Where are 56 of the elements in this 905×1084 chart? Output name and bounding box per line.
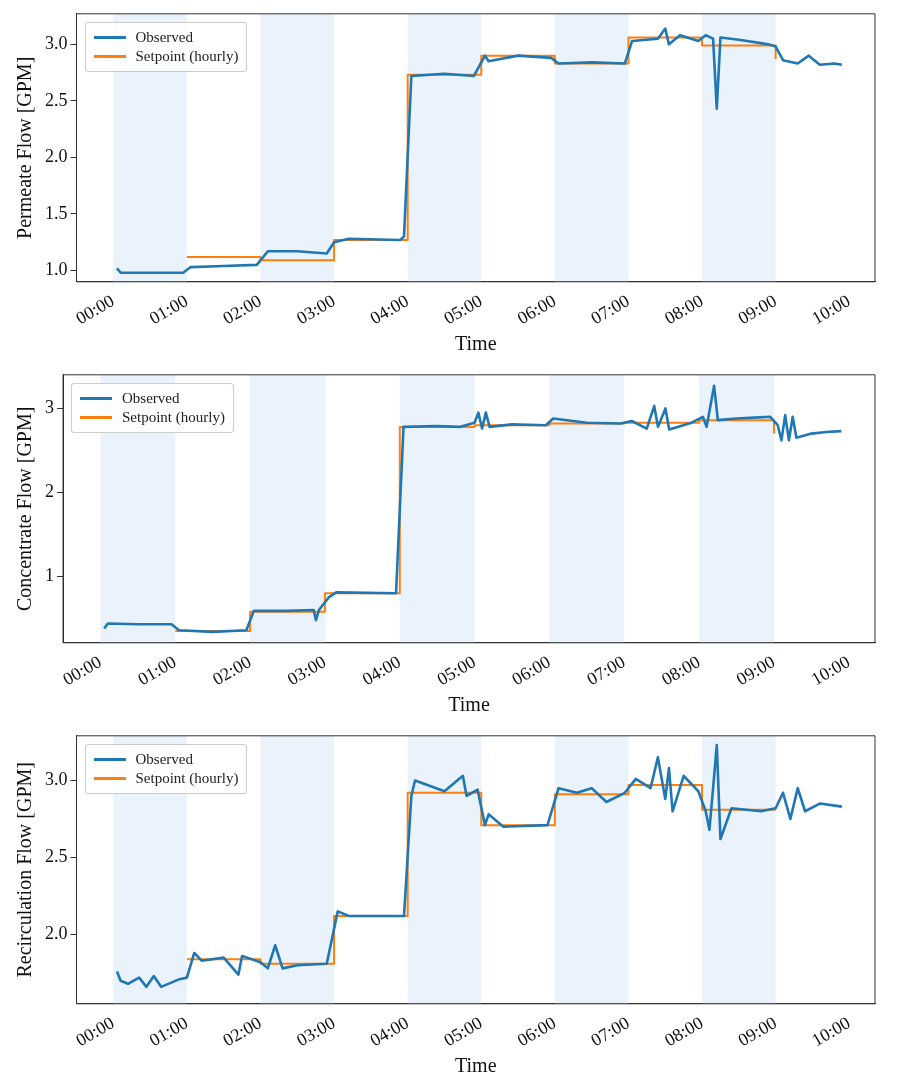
y-tick-label: 3.0 <box>45 33 68 54</box>
x-tick-label: 00:00 <box>72 290 118 329</box>
y-tick-label: 2.5 <box>45 846 68 867</box>
y-tick-label: 1 <box>45 565 54 586</box>
y-axis-title: Permeate Flow [GPM] <box>13 56 36 239</box>
x-tick-label: 07:00 <box>583 651 629 690</box>
x-tick-label: 02:00 <box>219 1012 265 1051</box>
x-tick-label: 08:00 <box>658 651 704 690</box>
x-tick-label: 08:00 <box>660 290 707 329</box>
x-tick-label: 04:00 <box>366 1012 413 1051</box>
x-tick-label: 04:00 <box>366 290 413 329</box>
x-tick-label: 05:00 <box>440 1012 486 1051</box>
x-axis-title: Time <box>454 1054 497 1077</box>
x-tick-label: 00:00 <box>59 651 105 690</box>
x-tick-label: 10:00 <box>807 651 854 690</box>
x-tick-label: 05:00 <box>433 651 479 690</box>
x-tick-label: 00:00 <box>72 1012 118 1051</box>
x-tick-label: 06:00 <box>513 1012 560 1051</box>
y-tick-label: 3 <box>45 397 54 418</box>
x-tick-label: 09:00 <box>734 290 781 329</box>
y-tick-label: 2.0 <box>45 146 68 167</box>
y-tick-label: 1.0 <box>45 259 68 280</box>
x-tick-label: 06:00 <box>508 651 554 690</box>
x-tick-label: 09:00 <box>732 651 779 690</box>
y-tick-label: 2 <box>45 481 54 502</box>
x-axis-title: Time <box>448 693 490 716</box>
x-tick-label: 07:00 <box>587 290 633 329</box>
y-tick-label: 3.0 <box>45 769 68 790</box>
legend-label: Observed <box>135 28 193 46</box>
legend-label: Setpoint (hourly) <box>122 408 225 426</box>
x-axis-title: Time <box>454 332 497 355</box>
legend-label: Setpoint (hourly) <box>135 47 239 65</box>
legend-label: Observed <box>135 750 193 768</box>
x-tick-label: 09:00 <box>734 1012 781 1051</box>
x-tick-label: 05:00 <box>440 290 486 329</box>
y-tick-label: 2.5 <box>45 89 68 110</box>
x-tick-label: 08:00 <box>660 1012 707 1051</box>
legend-label: Observed <box>122 389 180 407</box>
x-tick-label: 03:00 <box>283 651 330 690</box>
y-tick-label: 2.0 <box>45 923 68 944</box>
x-tick-label: 02:00 <box>208 651 255 690</box>
x-tick-label: 01:00 <box>145 1012 192 1051</box>
x-tick-label: 01:00 <box>145 290 192 329</box>
x-tick-label: 02:00 <box>219 290 265 329</box>
legend-label: Setpoint (hourly) <box>135 769 239 787</box>
x-tick-label: 01:00 <box>134 651 180 690</box>
x-tick-label: 10:00 <box>808 290 854 329</box>
x-tick-label: 03:00 <box>292 290 339 329</box>
x-tick-label: 06:00 <box>513 290 560 329</box>
y-tick-label: 1.5 <box>45 202 68 223</box>
x-tick-label: 10:00 <box>808 1012 854 1051</box>
y-axis-title: Recirculation Flow [GPM] <box>13 762 36 978</box>
x-tick-label: 04:00 <box>358 651 405 690</box>
x-tick-label: 03:00 <box>292 1012 339 1051</box>
y-axis-title: Concentrate Flow [GPM] <box>13 406 36 612</box>
x-tick-label: 07:00 <box>587 1012 633 1051</box>
